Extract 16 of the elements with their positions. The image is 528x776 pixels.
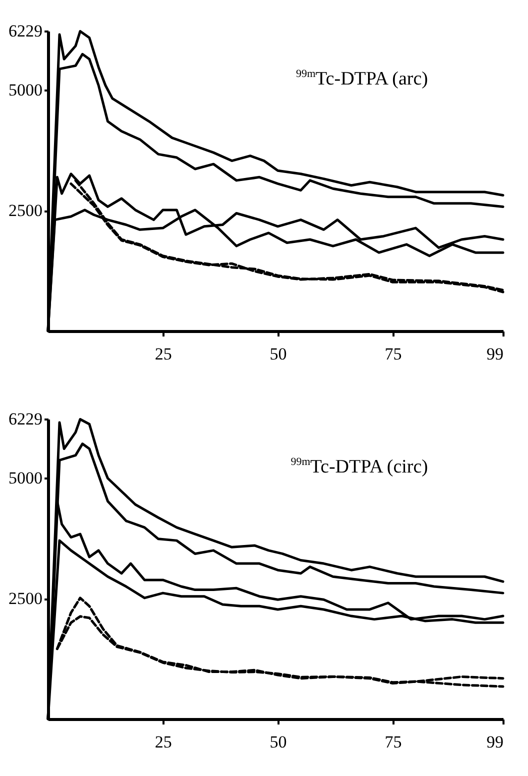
x-tick-label: 25	[154, 732, 172, 752]
x-tick-label: 50	[270, 344, 287, 364]
annotation: $^{99m}$Tc-DTPA (arc)	[296, 68, 428, 90]
x-tick-label: 50	[270, 732, 287, 752]
x-tick-label: 25	[154, 344, 172, 364]
y-tick-label: 5000	[8, 80, 42, 100]
x-tick-label: 99	[486, 732, 504, 752]
y-tick-label: 2500	[8, 589, 42, 608]
y-tick-label: 6229	[8, 410, 42, 428]
y-tick-label: 6229	[8, 22, 42, 40]
y-tick-label: 5000	[8, 468, 42, 488]
annotation: $^{99m}$Tc-DTPA (circ)	[290, 456, 428, 478]
x-tick-label: 99	[486, 344, 504, 364]
x-tick-label: 75	[384, 344, 402, 364]
y-tick-label: 2500	[8, 201, 42, 220]
x-tick-label: 75	[384, 732, 402, 752]
